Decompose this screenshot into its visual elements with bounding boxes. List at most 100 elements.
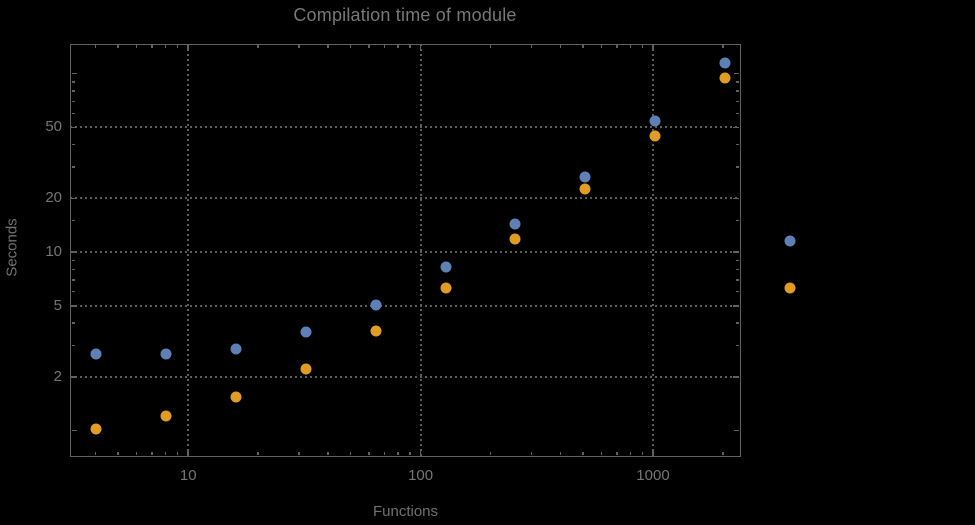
y-tick-minor-9 — [71, 259, 75, 262]
y-tick-major-5 — [71, 305, 78, 307]
y-tick-label-50: 50 — [45, 118, 62, 136]
data-point-series-1-blue-x128 — [440, 261, 451, 273]
y-tick-unlabeled-1 — [71, 429, 77, 432]
y-tick-minor-60-right — [735, 112, 739, 115]
x-tick-major-100 — [419, 449, 422, 455]
data-point-series-1-blue-x16 — [230, 343, 242, 355]
x-tick-minor-600-top — [600, 45, 603, 49]
y-tick-minor-30 — [71, 166, 75, 168]
x-tick-minor-600 — [600, 451, 603, 455]
y-tick-label-10: 10 — [45, 243, 62, 261]
gridline-y-2 — [70, 375, 741, 378]
x-tick-minor-20-top — [257, 45, 259, 49]
y-tick-minor-6 — [71, 290, 75, 293]
x-tick-major-10 — [187, 449, 189, 455]
y-tick-unlabeled-1-right — [733, 429, 739, 432]
data-point-series-1-blue-x1024 — [649, 115, 661, 127]
data-point-series-2-orange-x16 — [230, 391, 242, 403]
x-tick-label-1000: 1000 — [636, 466, 670, 484]
x-tick-minor-30 — [298, 451, 300, 455]
y-tick-major-10 — [71, 251, 78, 253]
data-point-series-2-orange-x64 — [370, 325, 382, 337]
x-tick-minor-80-top — [397, 45, 399, 49]
x-tick-minor-2000 — [722, 451, 724, 455]
y-tick-minor-80-right — [735, 90, 739, 92]
y-tick-unlabeled-100-right — [733, 72, 739, 75]
y-tick-major-20 — [71, 197, 78, 200]
x-tick-minor-7 — [151, 451, 153, 455]
data-point-series-2-orange-x32 — [300, 363, 312, 375]
x-tick-minor-60 — [368, 451, 370, 455]
x-tick-minor-8-top — [164, 45, 167, 49]
data-point-series-1-blue-x8 — [160, 348, 172, 360]
x-tick-minor-6-top — [135, 45, 138, 49]
x-axis-label: Functions — [372, 503, 439, 520]
x-tick-label-10: 10 — [179, 466, 197, 484]
y-tick-minor-3 — [71, 344, 75, 347]
y-tick-major-2-right — [733, 376, 739, 378]
y-tick-minor-90-right — [735, 81, 739, 83]
x-tick-major-1000 — [652, 449, 654, 455]
gridline-x-100 — [419, 43, 422, 457]
x-tick-minor-40-top — [327, 45, 329, 49]
y-tick-minor-70 — [71, 100, 75, 103]
x-tick-minor-70 — [383, 451, 386, 455]
x-tick-minor-500-top — [582, 45, 584, 49]
x-tick-minor-4-top — [94, 45, 97, 49]
x-tick-minor-5-top — [117, 45, 119, 49]
x-tick-minor-20 — [257, 451, 259, 455]
x-tick-minor-800-top — [629, 45, 632, 49]
y-tick-minor-7-right — [735, 279, 739, 281]
x-tick-minor-400 — [559, 451, 562, 455]
gridline-x-10 — [187, 43, 190, 457]
y-tick-minor-80 — [71, 90, 75, 92]
data-point-series-2-orange-x128 — [440, 282, 451, 294]
x-tick-minor-9-top — [176, 45, 179, 49]
chart-title: Compilation time of module — [293, 5, 517, 25]
x-tick-minor-50 — [349, 451, 352, 455]
x-tick-minor-2000-top — [722, 45, 724, 49]
plot-frame — [70, 43, 741, 457]
data-point-series-2-orange-x1024 — [649, 130, 661, 142]
y-tick-major-20-right — [733, 197, 739, 200]
gridline-x-1000 — [651, 43, 654, 457]
gridline-y-50 — [70, 126, 741, 129]
y-tick-major-10-right — [733, 251, 739, 253]
y-tick-minor-40 — [71, 143, 75, 146]
y-tick-major-2 — [71, 376, 78, 378]
x-tick-minor-500 — [582, 451, 584, 455]
y-tick-major-50-right — [733, 126, 739, 129]
x-tick-minor-60-top — [368, 45, 370, 49]
y-tick-label-2: 2 — [53, 367, 62, 385]
x-tick-minor-200 — [489, 451, 492, 455]
y-tick-minor-70-right — [735, 100, 739, 103]
x-tick-minor-700 — [616, 451, 618, 455]
y-tick-label-20: 20 — [45, 189, 62, 207]
y-tick-major-50 — [71, 126, 78, 129]
x-tick-minor-90-top — [409, 45, 411, 49]
gridline-y-20 — [70, 197, 741, 200]
data-point-series-1-blue-x2048 — [719, 57, 731, 69]
x-tick-minor-200-top — [489, 45, 492, 49]
x-tick-minor-700-top — [616, 45, 618, 49]
data-point-series-1-blue-x32 — [300, 326, 312, 338]
y-tick-minor-6-right — [735, 290, 739, 293]
x-tick-minor-7-top — [151, 45, 153, 49]
x-tick-minor-900 — [641, 451, 644, 455]
y-tick-minor-60 — [71, 112, 75, 115]
x-tick-minor-300-top — [530, 45, 533, 49]
data-point-series-2-orange-x2048 — [719, 72, 731, 84]
x-tick-minor-8 — [164, 451, 167, 455]
y-tick-minor-8 — [71, 268, 75, 271]
x-tick-minor-4 — [94, 451, 97, 455]
x-tick-major-1000-top — [652, 45, 654, 51]
x-tick-major-100-top — [419, 45, 422, 51]
x-tick-minor-50-top — [349, 45, 352, 49]
gridline-y-10 — [70, 251, 741, 254]
y-tick-minor-4 — [71, 322, 75, 324]
data-point-series-1-blue-x64 — [370, 299, 382, 311]
y-tick-minor-15 — [71, 219, 75, 222]
data-point-series-1-blue-x512 — [579, 171, 591, 183]
y-tick-unlabeled-100 — [71, 72, 77, 75]
